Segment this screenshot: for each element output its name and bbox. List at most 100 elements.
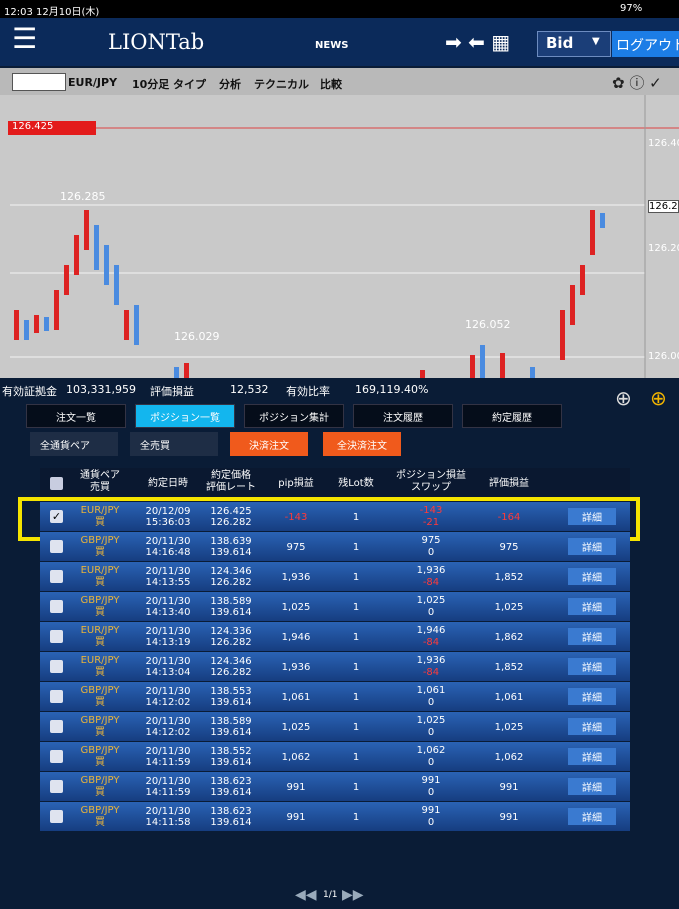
row-checkbox[interactable] — [50, 570, 63, 583]
row-cell: 20/12/09 — [146, 506, 191, 517]
scroll-up[interactable]: ⊕ — [650, 386, 667, 410]
nav-icons[interactable]: ➡ ⬅ ▦ — [445, 30, 510, 54]
toolbar-item[interactable]: タイプ — [173, 76, 206, 92]
status-bar — [0, 0, 679, 18]
toolbar-item[interactable]: 比較 — [320, 76, 342, 92]
row-cell: 0 — [428, 757, 434, 768]
logout-label: ログアウト — [616, 35, 679, 55]
detail-button[interactable]: 詳細 — [568, 628, 616, 645]
row-cell: 14:12:02 — [146, 727, 191, 738]
row-cell: 126.282 — [210, 577, 251, 588]
header-cell: 評価損益 — [489, 478, 529, 489]
menu-button[interactable]: ☰ — [12, 24, 37, 54]
row-cell: 126.282 — [210, 637, 251, 648]
detail-button[interactable]: 詳細 — [568, 538, 616, 555]
row-checkbox[interactable] — [50, 660, 63, 673]
row-cell: 20/11/30 — [146, 776, 191, 787]
row-checkbox[interactable] — [50, 750, 63, 763]
row-cell: 買 — [95, 547, 105, 558]
page-next[interactable]: ▶▶ — [342, 887, 364, 903]
row-cell: 1,862 — [495, 632, 524, 643]
table-row[interactable] — [40, 562, 630, 592]
detail-button[interactable]: 詳細 — [568, 598, 616, 615]
row-cell: 991 — [286, 782, 305, 793]
row-cell: 14:13:19 — [146, 637, 191, 648]
table-row[interactable] — [40, 802, 630, 832]
row-cell: 買 — [95, 727, 105, 738]
header-cell: 通貨ペア — [80, 470, 120, 481]
row-cell: 1 — [353, 812, 359, 823]
toolbar-icons[interactable]: ✿ ⓘ ✓ — [612, 72, 662, 93]
table-row[interactable] — [40, 592, 630, 622]
toolbar-item[interactable]: 10分足 — [132, 76, 169, 92]
row-cell: 14:11:59 — [146, 757, 191, 768]
row-checkbox[interactable]: ✓ — [50, 510, 63, 523]
row-checkbox[interactable] — [50, 810, 63, 823]
account-value: 103,331,959 — [66, 383, 136, 396]
row-checkbox[interactable] — [50, 630, 63, 643]
detail-button[interactable]: 詳細 — [568, 568, 616, 585]
price-annotation: 126.285 — [60, 190, 106, 203]
detail-button[interactable]: 詳細 — [568, 508, 616, 525]
status-time: 12:03 12月10日(木) — [4, 3, 99, 18]
header-cell: 残Lot数 — [338, 478, 373, 489]
detail-button[interactable]: 詳細 — [568, 748, 616, 765]
table-row[interactable] — [40, 712, 630, 742]
row-cell: -143 — [420, 505, 443, 516]
row-cell: GBP/JPY — [81, 745, 120, 756]
row-cell: 138.589 — [210, 596, 251, 607]
tab[interactable]: 注文一覧 — [26, 404, 126, 428]
table-row[interactable] — [40, 622, 630, 652]
detail-button[interactable]: 詳細 — [568, 688, 616, 705]
table-row[interactable] — [40, 742, 630, 772]
detail-button[interactable]: 詳細 — [568, 808, 616, 825]
row-checkbox[interactable] — [50, 540, 63, 553]
row-cell: 14:13:55 — [146, 577, 191, 588]
detail-button[interactable]: 詳細 — [568, 718, 616, 735]
row-cell: 1,936 — [417, 565, 446, 576]
row-cell: 138.639 — [210, 536, 251, 547]
tab[interactable]: 約定履歴 — [462, 404, 562, 428]
app-screen: 12:03 12月10日(木) 97% ☰ LIONTab NEWS ➡ ⬅ ▦… — [0, 0, 679, 909]
table-row[interactable] — [40, 652, 630, 682]
table-row[interactable] — [40, 682, 630, 712]
table-row[interactable] — [40, 502, 630, 532]
news-button[interactable]: NEWS — [315, 40, 348, 51]
row-checkbox[interactable] — [50, 600, 63, 613]
header-cell: 約定価格 — [211, 470, 251, 481]
row-cell: 126.425 — [210, 506, 251, 517]
filter-select[interactable]: 全売買 — [130, 432, 218, 456]
tab[interactable]: ポジション集計 — [244, 404, 344, 428]
table-row[interactable] — [40, 772, 630, 802]
row-cell: 1,025 — [495, 722, 524, 733]
toolbar-item[interactable]: テクニカル — [254, 76, 309, 92]
header-checkbox[interactable] — [50, 477, 63, 490]
pair-select[interactable]: EUR/JPY — [68, 76, 117, 89]
logo: LIONTab — [108, 30, 204, 54]
row-cell: EUR/JPY — [81, 625, 120, 636]
scroll-down[interactable]: ⊕ — [615, 386, 632, 410]
row-cell: 1,946 — [417, 625, 446, 636]
row-cell: 1 — [353, 572, 359, 583]
tab[interactable]: ポジション一覧 — [135, 404, 235, 428]
row-cell: 0 — [428, 787, 434, 798]
row-cell: 975 — [421, 535, 440, 546]
filter-select[interactable]: 全通貨ペア — [30, 432, 118, 456]
row-checkbox[interactable] — [50, 690, 63, 703]
action-button[interactable]: 決済注文 — [230, 432, 308, 456]
row-cell: 1,061 — [495, 692, 524, 703]
row-cell: 20/11/30 — [146, 746, 191, 757]
toolbar-item[interactable]: 分析 — [219, 76, 241, 92]
tab[interactable]: 注文履歴 — [353, 404, 453, 428]
row-cell: GBP/JPY — [81, 535, 120, 546]
detail-button[interactable]: 詳細 — [568, 658, 616, 675]
page-prev[interactable]: ◀◀ — [295, 887, 317, 903]
row-checkbox[interactable] — [50, 720, 63, 733]
table-row[interactable] — [40, 532, 630, 562]
row-cell: 1,025 — [282, 602, 311, 613]
row-cell: 139.614 — [210, 757, 251, 768]
action-button[interactable]: 全決済注文 — [323, 432, 401, 456]
row-checkbox[interactable] — [50, 780, 63, 793]
row-cell: 1,852 — [495, 572, 524, 583]
detail-button[interactable]: 詳細 — [568, 778, 616, 795]
